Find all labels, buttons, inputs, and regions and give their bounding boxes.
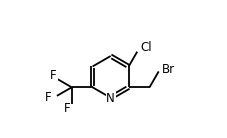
Text: F: F (50, 69, 57, 82)
Text: Cl: Cl (140, 41, 152, 54)
Text: F: F (45, 91, 52, 104)
Text: N: N (106, 92, 114, 105)
Text: Br: Br (161, 63, 174, 76)
Text: F: F (63, 102, 70, 115)
